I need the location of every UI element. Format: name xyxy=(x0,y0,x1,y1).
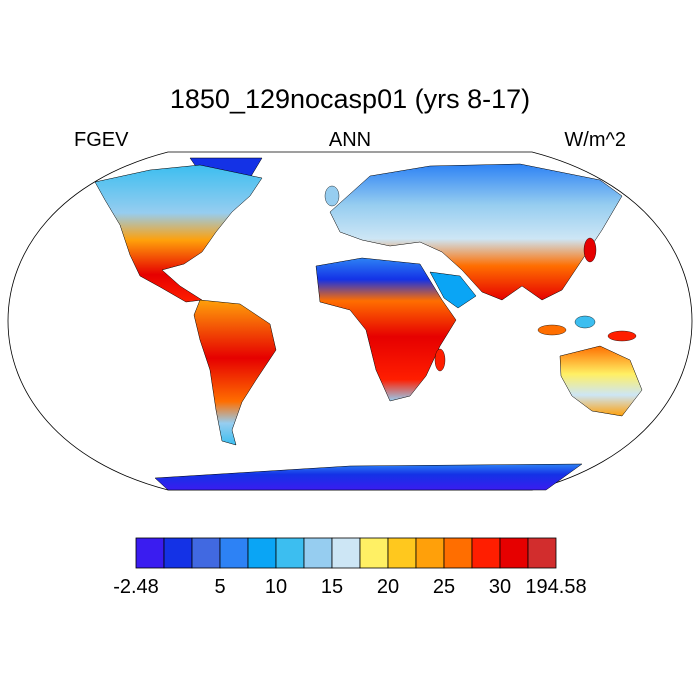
colorbar-box xyxy=(359,537,389,569)
colorbar-label: -2.48 xyxy=(113,576,159,598)
antarctica xyxy=(154,463,583,491)
colorbar: -2.48 5 10 15 20 25 30 194.58 xyxy=(113,537,587,598)
island xyxy=(583,237,597,263)
colorbar-box xyxy=(247,537,277,569)
colorbar-box xyxy=(527,537,557,569)
colorbar-box xyxy=(303,537,333,569)
australia xyxy=(559,345,643,417)
colorbar-box xyxy=(443,537,473,569)
africa xyxy=(315,257,457,402)
arabia xyxy=(429,271,477,309)
title: 1850_129nocasp01 (yrs 8-17) xyxy=(170,84,530,114)
colorbar-box xyxy=(191,537,221,569)
map xyxy=(7,151,693,491)
island xyxy=(434,348,446,372)
colorbar-box xyxy=(471,537,501,569)
island xyxy=(324,185,340,207)
colorbar-label: 194.58 xyxy=(525,576,586,598)
colorbar-box xyxy=(219,537,249,569)
colorbar-box xyxy=(331,537,361,569)
south-america xyxy=(193,299,277,446)
right-string: W/m^2 xyxy=(564,129,626,151)
colorbar-box xyxy=(415,537,445,569)
colorbar-label: 20 xyxy=(377,576,399,598)
colorbar-box xyxy=(499,537,529,569)
colorbar-label: 5 xyxy=(214,576,225,598)
left-string: FGEV xyxy=(74,129,129,151)
island xyxy=(537,324,567,336)
island xyxy=(607,330,637,342)
island xyxy=(574,315,596,329)
colorbar-box xyxy=(163,537,193,569)
north-america xyxy=(94,164,263,303)
center-string: ANN xyxy=(329,129,371,151)
colorbar-box xyxy=(387,537,417,569)
colorbar-label: 25 xyxy=(433,576,455,598)
colorbar-label: 15 xyxy=(321,576,343,598)
colorbar-box xyxy=(135,537,165,569)
colorbar-box xyxy=(275,537,305,569)
colorbar-label: 10 xyxy=(265,576,287,598)
colorbar-label: 30 xyxy=(489,576,511,598)
eurasia xyxy=(329,163,623,301)
